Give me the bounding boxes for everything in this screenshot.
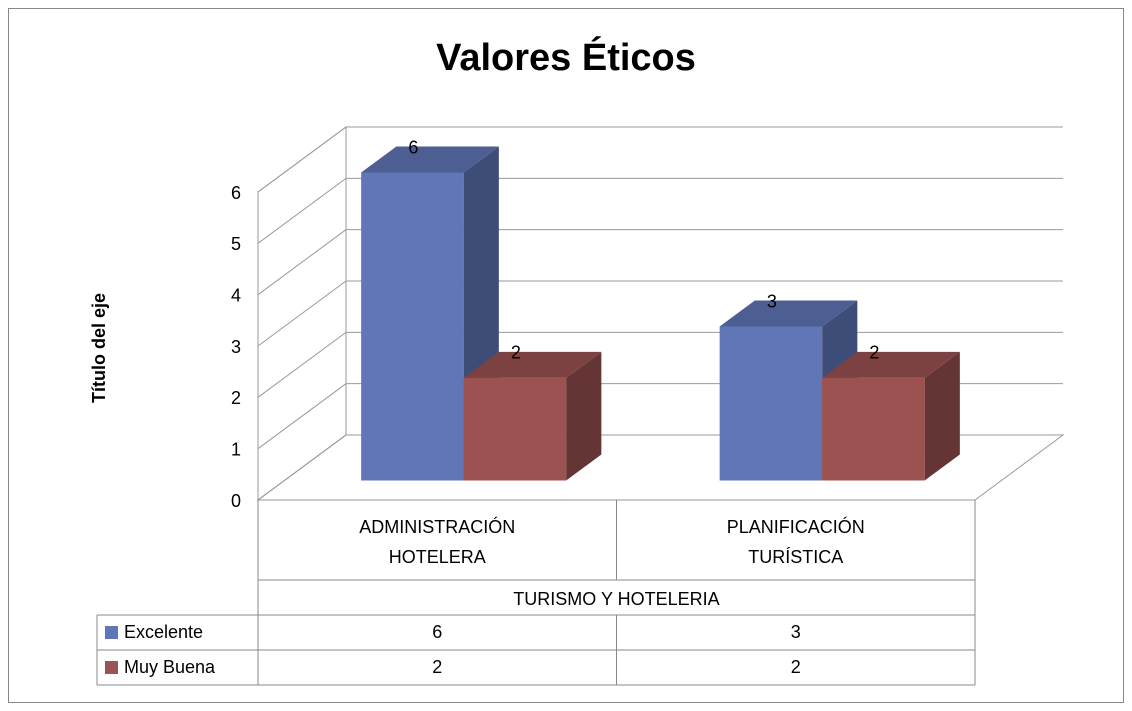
bar: [822, 377, 925, 481]
table-value: 6: [432, 622, 442, 642]
table-value: 2: [791, 657, 801, 677]
value-label: 3: [767, 291, 777, 311]
y-tick-label: 4: [231, 285, 241, 305]
bar: [719, 326, 823, 481]
bar: [463, 377, 567, 481]
value-label: 6: [408, 137, 418, 157]
grid-line: [257, 280, 1063, 347]
legend-swatch: [105, 626, 118, 639]
category-label: PLANIFICACIÓN TURÍSTICA: [727, 516, 865, 567]
value-label: 2: [511, 343, 521, 363]
chart-title: Valores Éticos: [436, 35, 696, 79]
y-tick-label: 5: [231, 234, 241, 254]
bar-side: [924, 351, 960, 481]
group-label: TURISMO Y HOTELERIA: [513, 589, 719, 609]
y-axis-title: Título del eje: [89, 293, 109, 403]
grid-line: [257, 126, 1063, 193]
bar-top: [719, 300, 858, 327]
bar: [361, 172, 464, 481]
bar-top: [463, 351, 602, 378]
y-tick-label: 3: [231, 337, 241, 357]
grid-line: [257, 229, 1063, 296]
table-value: 2: [432, 657, 442, 677]
value-label: 2: [869, 343, 879, 363]
bar-side: [566, 351, 602, 481]
y-tick-label: 2: [231, 388, 241, 408]
legend-label: Muy Buena: [124, 657, 216, 677]
y-tick-label: 0: [231, 491, 241, 511]
category-label: ADMINISTRACIÓN HOTELERA: [359, 516, 515, 567]
legend-label: Excelente: [124, 622, 203, 642]
grid-line: [257, 177, 1063, 244]
bar-top: [361, 146, 499, 173]
table-value: 3: [791, 622, 801, 642]
y-tick-label: 1: [231, 439, 241, 459]
bar-top: [822, 351, 960, 378]
y-tick-label: 6: [231, 183, 241, 203]
legend-swatch: [105, 661, 118, 674]
